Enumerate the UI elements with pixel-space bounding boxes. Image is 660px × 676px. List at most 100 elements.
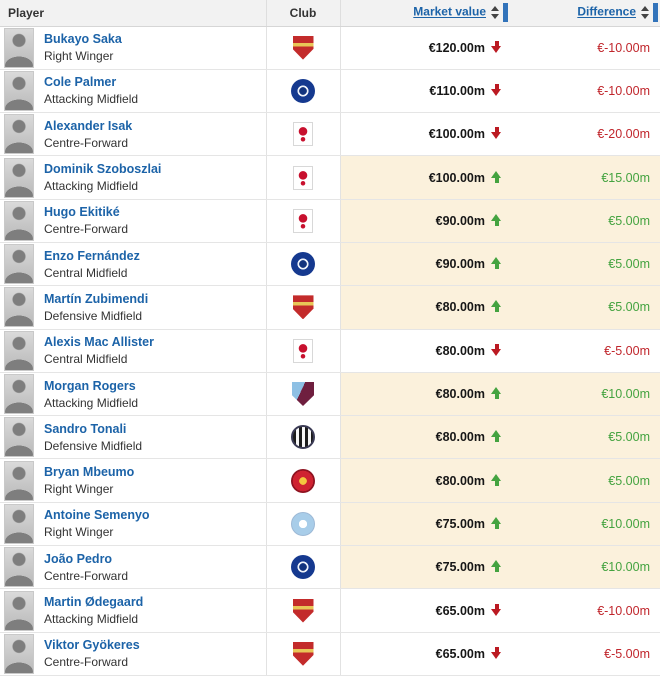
player-cell: João Pedro Centre-Forward (0, 545, 266, 590)
player-photo[interactable] (4, 157, 34, 198)
player-photo[interactable] (4, 417, 34, 458)
market-value: €80.00m (435, 430, 485, 445)
difference-cell: €5.00m (510, 242, 660, 287)
difference-sort-link[interactable]: Difference (577, 4, 636, 19)
player-position: Defensive Midfield (44, 438, 143, 453)
player-name-link[interactable]: Bukayo Saka (44, 32, 122, 47)
red-down-arrow-icon (491, 646, 502, 659)
table-row: Hugo Ekitiké Centre-Forward €90.00m €5.00… (0, 199, 660, 243)
player-name-link[interactable]: Martin Ødegaard (44, 595, 144, 609)
chelsea-crest-icon[interactable] (291, 252, 315, 277)
market-value-cell: €100.00m (340, 155, 510, 200)
player-name-link[interactable]: Morgan Rogers (44, 378, 136, 393)
newcastle-crest-icon[interactable] (291, 425, 315, 450)
table-row: Cole Palmer Attacking Midfield €110.00m €… (0, 69, 660, 114)
player-photo[interactable] (4, 460, 34, 501)
player-photo[interactable] (4, 287, 34, 328)
player-photo[interactable] (4, 70, 34, 111)
player-name-link[interactable]: Viktor Gyökeres (44, 638, 140, 653)
player-name-link[interactable]: Dominik Szoboszlai (44, 162, 162, 177)
player-photo[interactable] (4, 27, 34, 68)
player-name-link[interactable]: Cole Palmer (44, 75, 117, 90)
player-name-link[interactable]: Enzo Fernández (44, 248, 140, 263)
market-value: €100.00m (428, 170, 485, 185)
market-value: €80.00m (435, 343, 485, 358)
player-name-link[interactable]: Bryan Mbeumo (44, 465, 135, 480)
column-header-player: Player (0, 0, 266, 27)
player-cell: Viktor Gyökeres Centre-Forward (0, 632, 266, 676)
difference-cell: €10.00m (510, 372, 660, 417)
player-name-link[interactable]: Martín Zubimendi (44, 291, 149, 306)
player-position: Attacking Midfield (44, 612, 139, 626)
market-value: €75.00m (435, 516, 485, 531)
player-photo[interactable] (4, 590, 34, 631)
club-cell (265, 69, 341, 114)
market-value: €110.00m (429, 83, 485, 98)
player-photo[interactable] (4, 633, 34, 674)
difference-cell: €5.00m (510, 415, 660, 460)
player-photo[interactable] (4, 374, 34, 415)
player-name-link[interactable]: Alexander Isak (44, 118, 133, 133)
player-photo[interactable] (4, 114, 34, 155)
liverpool-crest-icon[interactable] (293, 208, 313, 233)
liverpool-crest-icon[interactable] (293, 165, 313, 190)
market-value-cell: €65.00m (340, 632, 510, 676)
player-cell: Antoine Semenyo Right Winger (0, 502, 266, 547)
player-position: Attacking Midfield (44, 395, 139, 410)
arsenal-crest-icon[interactable] (292, 295, 314, 320)
player-name-link[interactable]: Antoine Semenyo (44, 508, 150, 523)
player-name-link[interactable]: Sandro Tonali (44, 421, 127, 436)
player-cell: Martin Ødegaard Attacking Midfield (0, 588, 266, 633)
aston-villa-crest-icon[interactable] (292, 382, 314, 407)
arsenal-crest-icon[interactable] (292, 641, 314, 666)
green-up-arrow-icon (491, 387, 502, 400)
blue-sort-indicator-bar[interactable] (653, 3, 658, 23)
player-position: Centre-Forward (44, 655, 129, 670)
player-photo[interactable] (4, 244, 34, 285)
table-row: João Pedro Centre-Forward €75.00m €10.00m (0, 545, 660, 590)
player-photo[interactable] (4, 503, 34, 544)
liverpool-crest-icon[interactable] (293, 338, 313, 363)
market-value-cell: €110.00m (340, 69, 510, 114)
sort-arrows-icon[interactable] (641, 6, 650, 20)
column-header-club: Club (265, 0, 341, 27)
liverpool-crest-icon[interactable] (293, 122, 313, 147)
blue-sort-indicator-bar[interactable] (503, 3, 508, 23)
market-value: €90.00m (435, 257, 485, 272)
difference-cell: €10.00m (510, 545, 660, 590)
player-name-link[interactable]: Alexis Mac Allister (44, 335, 155, 350)
player-name-link[interactable]: João Pedro (44, 551, 113, 566)
column-header-market-value: Market value (340, 0, 510, 27)
player-position: Defensive Midfield (44, 308, 143, 323)
club-cell (265, 155, 341, 200)
player-photo[interactable] (4, 547, 34, 588)
club-cell (265, 372, 341, 417)
man-united-crest-icon[interactable] (291, 468, 315, 493)
green-up-arrow-icon (491, 300, 502, 313)
man-city-crest-icon[interactable] (291, 511, 315, 536)
club-cell (265, 26, 341, 70)
difference-cell: €5.00m (510, 285, 660, 330)
player-photo[interactable] (4, 200, 34, 241)
market-value: €80.00m (435, 473, 485, 488)
arsenal-crest-icon[interactable] (292, 35, 314, 60)
market-value: €65.00m (435, 646, 485, 661)
chelsea-crest-icon[interactable] (291, 555, 315, 580)
player-position: Central Midfield (44, 352, 128, 367)
player-position: Central Midfield (44, 265, 128, 280)
market-value-cell: €90.00m (340, 199, 510, 243)
player-photo[interactable] (4, 330, 34, 371)
chelsea-crest-icon[interactable] (291, 78, 315, 103)
club-cell (265, 242, 341, 287)
difference-cell: €-20.00m (510, 112, 660, 157)
difference-cell: €-5.00m (510, 329, 660, 373)
sort-arrows-icon[interactable] (491, 6, 500, 20)
difference-cell: €5.00m (510, 199, 660, 243)
player-name-link[interactable]: Hugo Ekitiké (44, 205, 120, 220)
player-position: Centre-Forward (44, 568, 129, 583)
arsenal-crest-icon[interactable] (292, 598, 314, 623)
market-value-cell: €120.00m (340, 26, 510, 70)
market-value-sort-link[interactable]: Market value (413, 4, 486, 19)
table-row: Morgan Rogers Attacking Midfield €80.00m … (0, 372, 660, 417)
